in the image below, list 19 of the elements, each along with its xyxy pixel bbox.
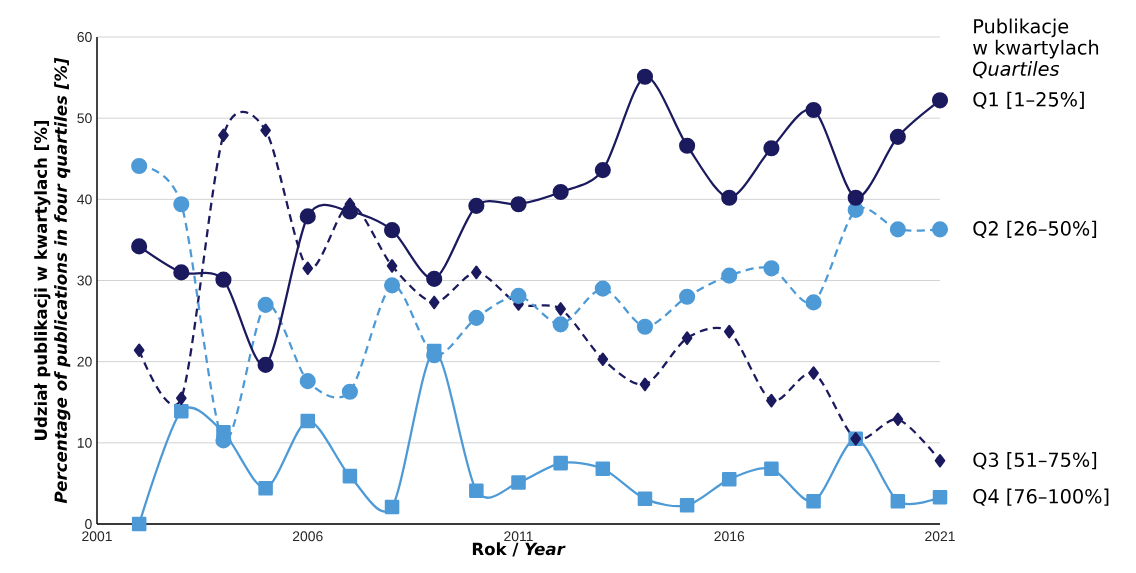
y-tick-label: 20 (77, 356, 92, 367)
x-tick-label: 2001 (82, 531, 112, 542)
y-tick-label: 50 (77, 113, 92, 124)
series-label: Q4 [76–100%] (973, 488, 1109, 506)
y-tick-label: 40 (77, 194, 92, 205)
series-label: Q3 [51–75%] (973, 452, 1097, 470)
y-tick-label: 60 (77, 32, 92, 42)
x-axis-title: Rok / Year (472, 542, 566, 557)
y-axis-title: Udział publikacji w kwartylach [%] Percentage of publications in four quartiles [%] (34, 57, 71, 504)
y-tick-label: 30 (77, 275, 92, 286)
x-tick-label: 2021 (925, 531, 955, 542)
legend-title: Publikacje w kwartylach Quartiles (973, 18, 1099, 79)
series-label: Q1 [1–25%] (973, 91, 1084, 109)
x-tick-label: 2006 (292, 531, 323, 542)
x-tick-label: 2016 (714, 531, 745, 542)
series-label: Q2 [26–50%] (973, 220, 1097, 238)
y-tick-label: 0 (85, 519, 92, 529)
x-tick-label: 2011 (504, 531, 533, 542)
y-tick-label: 10 (77, 437, 92, 448)
